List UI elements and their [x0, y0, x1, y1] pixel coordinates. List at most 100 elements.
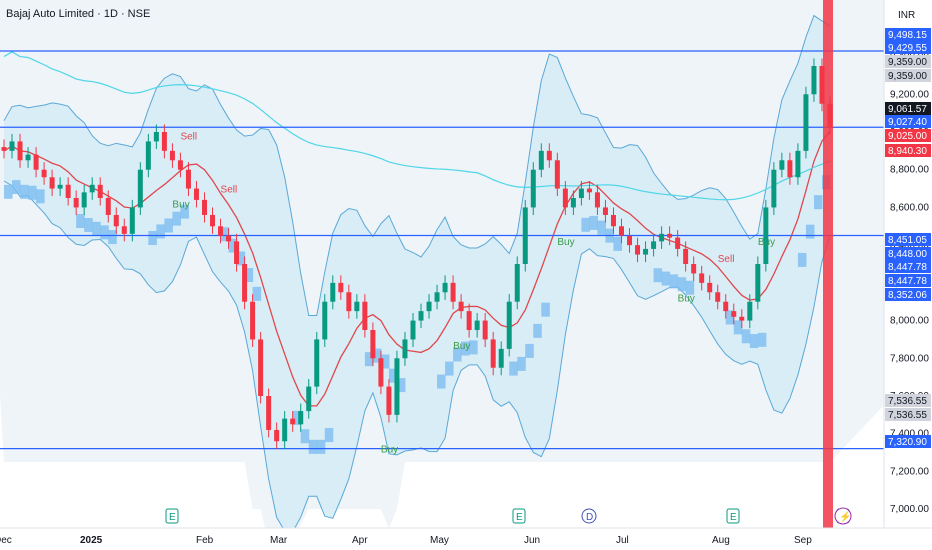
chart-title: Bajaj Auto Limited · 1D · NSE [6, 8, 151, 20]
candle-body [121, 226, 127, 234]
candle-body [490, 339, 496, 368]
x-tick-label: Apr [352, 535, 368, 546]
cloud-segment [36, 189, 45, 204]
cloud-segment [597, 220, 606, 235]
x-tick-label: Sep [794, 535, 812, 546]
cloud-segment [20, 184, 29, 199]
cloud-segment [741, 329, 751, 344]
y-tick-label: 8,000.00 [890, 316, 929, 327]
dividend-icon [581, 508, 597, 524]
cloud-segment [172, 211, 181, 226]
y-tick-label: 7,000.00 [890, 504, 929, 515]
candle-body [145, 141, 151, 170]
candle-body [723, 301, 729, 312]
candle-body [651, 241, 657, 249]
signal-buy: Buy [381, 445, 398, 456]
cloud-segment [541, 302, 550, 317]
cloud-segment [180, 204, 189, 219]
cloud-segment [300, 429, 310, 444]
price-tag-label: 8,448.00 [888, 249, 927, 260]
currency-label: INR [898, 10, 915, 21]
candle-body [274, 429, 280, 442]
candle-body [330, 282, 336, 302]
candle-body [1, 147, 7, 151]
candle-body [193, 188, 199, 200]
cloud-segment [156, 224, 165, 239]
price-tag [885, 408, 931, 421]
cloud-segment [76, 214, 85, 229]
earnings-icon [726, 508, 740, 524]
candle-body [322, 301, 328, 340]
candle-body [546, 150, 552, 161]
candle-body [33, 154, 39, 170]
price-tag-label: 9,498.15 [888, 30, 927, 41]
earnings-icon [512, 508, 526, 524]
signal-sell: Sell [221, 184, 238, 195]
price-axis[interactable]: INR7,000.007,200.007,400.007,600.007,800… [883, 0, 932, 550]
cloud-segment [12, 180, 21, 195]
cloud-segment [380, 354, 390, 369]
cloud-segment [813, 195, 823, 210]
x-tick-label: May [430, 535, 449, 546]
x-tick-label: Aug [712, 535, 730, 546]
candle-body [57, 184, 63, 189]
candle-body [699, 273, 705, 283]
candle-body [89, 184, 95, 193]
candle-body [450, 282, 456, 302]
x-tick-label: Jun [524, 535, 540, 546]
y-tick-label: 9,200.00 [890, 89, 929, 100]
cloud-segment [100, 225, 109, 240]
cloud-segment [437, 374, 446, 389]
cloud-segment [292, 410, 302, 425]
candle-body [739, 316, 745, 321]
price-tag [885, 55, 931, 68]
cloud-segment [581, 217, 590, 232]
event-marker-label: D [586, 512, 593, 523]
cloud-segment [517, 356, 526, 371]
cloud-segment [164, 218, 173, 233]
time-axis[interactable]: Dec 2025 Feb Mar Apr May Jun Jul Aug Sep [0, 527, 932, 550]
event-markers[interactable]: EEDEE⚡ [165, 507, 852, 525]
y-tick-label: 7,200.00 [890, 466, 929, 477]
candle-body [177, 160, 183, 170]
candle-body [683, 248, 689, 264]
horizontal-levels[interactable] [0, 50, 884, 450]
cloud-segment [533, 323, 542, 338]
cloud-segment [469, 340, 478, 355]
price-tag-label: 8,352.06 [888, 290, 927, 301]
candle-body [129, 207, 135, 234]
candle-body [370, 330, 376, 359]
signal-buy: Buy [758, 237, 775, 248]
price-tag [885, 247, 931, 260]
candle-body [434, 292, 440, 302]
candle-body [81, 192, 87, 208]
cloud-segment [797, 252, 807, 267]
y-tick-label: 8,800.00 [890, 165, 929, 176]
candle-body [242, 264, 248, 302]
candle-body [153, 132, 159, 142]
candle-body [426, 301, 432, 312]
price-tag-label: 7,536.55 [888, 410, 927, 421]
cloud-segment [453, 347, 462, 362]
price-tag-label: 8,451.05 [888, 235, 927, 246]
cloud-segment [28, 185, 37, 200]
candlesticks [1, 58, 833, 449]
price-tag [885, 435, 931, 448]
cloud-segment [445, 361, 454, 376]
band-upper [3, 14, 831, 317]
candle-body [506, 301, 512, 349]
signal-buy: Buy [453, 341, 470, 352]
cloud-segment [733, 320, 743, 335]
price-tag [885, 69, 931, 82]
candle-body [771, 169, 777, 208]
price-tag-label: 9,027.40 [888, 117, 927, 128]
candle-body [819, 66, 825, 104]
cloud-segment [509, 361, 518, 376]
candle-body [747, 301, 753, 321]
x-tick-label: Mar [270, 535, 288, 546]
candle-body [250, 301, 256, 340]
signal-buy: Buy [678, 294, 695, 305]
candle-body [25, 154, 31, 161]
candle-body [218, 226, 224, 236]
